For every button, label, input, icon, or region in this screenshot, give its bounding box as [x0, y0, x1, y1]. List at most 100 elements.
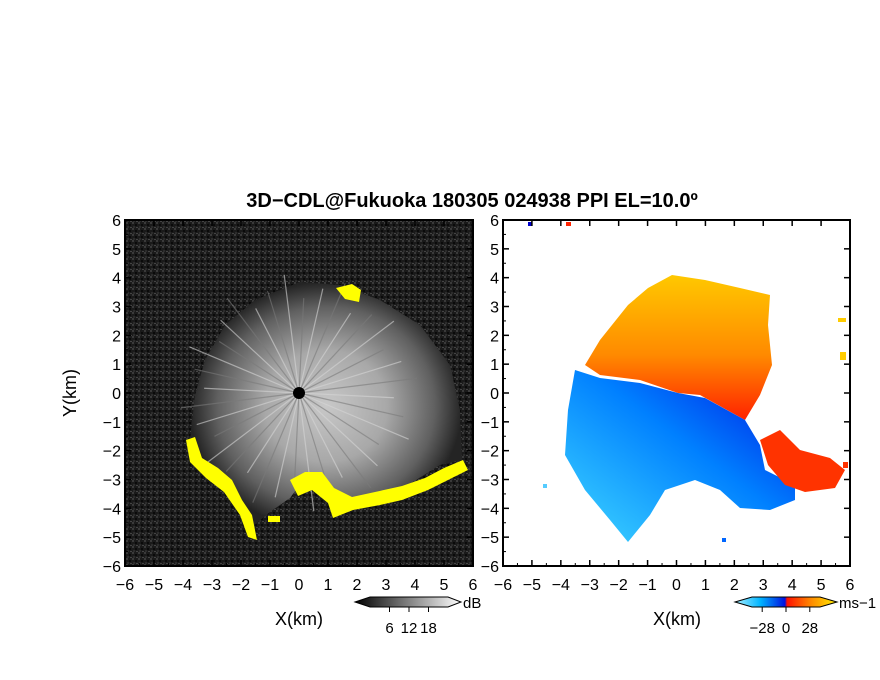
velocity-receding-region	[585, 275, 772, 420]
figure-title: 3D−CDL@Fukuoka 180305 024938 PPI EL=10.0…	[246, 190, 698, 212]
reflectivity-y-axis-title: Y(km)	[60, 369, 80, 417]
velocity-y-tick-label: −5	[481, 530, 499, 547]
reflectivity-x-tick-label: 2	[353, 577, 362, 594]
reflectivity-y-tick-label: 5	[112, 242, 121, 259]
velocity-colorbar-ticks: −28 0 28	[749, 607, 818, 637]
velocity-approaching-region	[565, 370, 795, 542]
echo-ray	[255, 308, 300, 394]
reflectivity-y-tick-label: −3	[103, 473, 121, 490]
velocity-x-tick-label: 3	[759, 577, 768, 594]
velocity-panel: −6 −5 −4 −3 −2 −1 0 1 2 3 4 5 6 −6−5−4−3−2−10123456 …	[481, 213, 855, 629]
velocity-y-tick-label: 2	[490, 328, 499, 345]
echo-ray	[220, 319, 300, 394]
reflectivity-x-tick-label: −3	[203, 577, 221, 594]
reflectivity-y-tick-label: 4	[112, 271, 121, 288]
reflectivity-colorbar-ticks: 6 12 18	[385, 607, 437, 637]
reflectivity-x-axis-title: X(km)	[275, 609, 323, 629]
reflectivity-x-tick-label: −4	[174, 577, 192, 594]
reflectivity-x-tick-label: 3	[382, 577, 391, 594]
echo-ray	[293, 392, 300, 488]
reflectivity-y-tick-label: 3	[112, 300, 121, 317]
velocity-x-tick-label: 6	[846, 577, 855, 594]
reflectivity-x-tick-label: 4	[411, 577, 420, 594]
echo-ray	[226, 297, 300, 394]
echo-ray	[298, 392, 378, 467]
velocity-y-tick-label: 1	[490, 357, 499, 374]
velocity-colorbar-tick-label: 28	[801, 620, 818, 637]
velocity-axis-ticks	[502, 219, 851, 567]
echo-ray	[283, 274, 300, 394]
velocity-y-tick-label: −2	[481, 444, 499, 461]
echo-ray	[203, 392, 300, 466]
echo-ray	[298, 298, 305, 394]
echo-ray	[298, 392, 404, 418]
velocity-x-tick-label: −2	[610, 577, 628, 594]
reflectivity-x-tick-label: 0	[295, 577, 304, 594]
echo-ray	[298, 320, 395, 394]
reflectivity-x-tick-labels: −6 −5 −4 −3 −2 −1 0 1 2 3 4 5 6	[116, 577, 478, 594]
velocity-x-tick-label: 1	[701, 577, 710, 594]
reflectivity-y-tick-label: −1	[103, 415, 121, 432]
reflectivity-y-tick-label: 0	[112, 386, 121, 403]
velocity-y-tick-label: 4	[490, 271, 499, 288]
reflectivity-x-tick-label: 5	[440, 577, 449, 594]
echo-ray	[189, 346, 300, 394]
velocity-far-receding-region	[760, 430, 845, 492]
reflectivity-y-tick-label: −5	[103, 530, 121, 547]
reflectivity-y-tick-label: −4	[103, 501, 121, 518]
reflectivity-y-tick-label: −2	[103, 444, 121, 461]
velocity-y-tick-label: −3	[481, 473, 499, 490]
echo-ray	[252, 392, 300, 503]
reflectivity-x-tick-label: 6	[469, 577, 478, 594]
velocity-x-tick-labels: −6 −5 −4 −3 −2 −1 0 1 2 3 4 5 6	[494, 577, 855, 594]
velocity-x-tick-label: 2	[730, 577, 739, 594]
velocity-colorbar-unit: ms−1	[839, 595, 876, 612]
velocity-x-tick-label: 5	[817, 577, 826, 594]
reflectivity-x-tick-label: −6	[116, 577, 134, 594]
echo-ray	[298, 392, 394, 399]
reflectivity-x-tick-label: 1	[324, 577, 333, 594]
velocity-scatter-points	[528, 222, 848, 542]
echo-ray	[246, 392, 300, 474]
reflectivity-x-tick-label: −2	[232, 577, 250, 594]
echo-region	[190, 282, 462, 530]
velocity-y-tick-label: 3	[490, 300, 499, 317]
echo-ray	[274, 392, 300, 498]
velocity-x-tick-label: 4	[788, 577, 797, 594]
velocity-x-tick-label: −1	[638, 577, 656, 594]
echo-ray	[298, 392, 343, 478]
velocity-y-tick-label: 6	[490, 213, 499, 230]
velocity-y-tick-label: 0	[490, 386, 499, 403]
velocity-x-tick-label: −5	[523, 577, 541, 594]
echo-ray	[298, 392, 315, 512]
echo-ray	[298, 360, 402, 394]
echo-ray	[298, 314, 373, 394]
velocity-colorbar-tick-label: 0	[782, 620, 790, 637]
echo-ray	[194, 368, 300, 394]
echo-ray	[298, 392, 409, 440]
radar-site	[293, 387, 305, 399]
echo-ray	[298, 288, 324, 394]
reflectivity-y-tick-label: 1	[112, 357, 121, 374]
velocity-x-tick-label: −3	[581, 577, 599, 594]
velocity-x-tick-label: 0	[672, 577, 681, 594]
reflectivity-colorbar: 6 12 18 dB	[353, 595, 481, 637]
echo-ray	[298, 283, 346, 394]
reflectivity-y-tick-label: −6	[103, 559, 121, 576]
echo-ray	[298, 392, 380, 446]
echo-ray	[298, 392, 372, 489]
velocity-y-tick-label: 5	[490, 242, 499, 259]
reflectivity-y-tick-label: 6	[112, 213, 121, 230]
velocity-colorbar-bar	[733, 596, 839, 608]
reflectivity-x-tick-label: −5	[145, 577, 163, 594]
velocity-y-tick-labels: −6 −5 −4 −3 −2 −1 0 1 2 3 4 5 6	[481, 213, 499, 576]
reflectivity-y-tick-label: 2	[112, 328, 121, 345]
echo-ray	[266, 290, 300, 394]
echo-ray	[225, 392, 300, 472]
velocity-x-tick-label: −6	[494, 577, 512, 594]
reflectivity-colorbar-tick-label: 6	[385, 620, 393, 637]
echo-ray	[218, 340, 300, 394]
echo-ray	[298, 349, 384, 394]
velocity-y-tick-label: −4	[481, 501, 499, 518]
